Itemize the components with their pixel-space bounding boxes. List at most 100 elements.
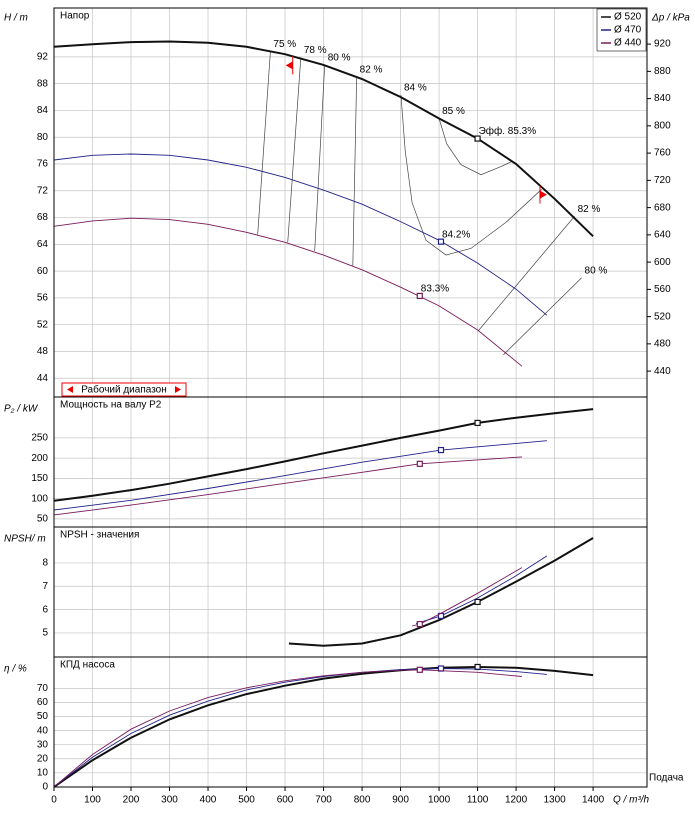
panel-title: КПД насоса — [60, 660, 115, 671]
y2-tick-label: 560 — [654, 284, 671, 295]
y2-tick-label: 440 — [654, 366, 671, 377]
y-tick-label: 50 — [37, 514, 49, 525]
x-tick-label: 900 — [392, 795, 409, 806]
y-tick-label: 84 — [37, 105, 49, 116]
y-tick-label: 92 — [37, 52, 49, 63]
duty-point — [416, 460, 423, 467]
iso-efficiency-label: 82 % — [360, 65, 383, 76]
series-line — [53, 408, 594, 502]
legend-label: Ø 520 — [614, 12, 642, 23]
x-tick-label: 1100 — [467, 795, 489, 806]
series-line — [53, 668, 547, 788]
iso-efficiency-line — [478, 215, 575, 331]
y-tick-label: 8 — [42, 558, 48, 569]
y2-tick-label: 640 — [654, 230, 671, 241]
y-tick-label: 5 — [42, 628, 48, 639]
y-tick-label: 20 — [37, 753, 49, 764]
x-tick-label: 1000 — [428, 795, 451, 806]
y-tick-label: 80 — [37, 132, 49, 143]
y-tick-label: 44 — [37, 373, 49, 384]
y-tick-label: 6 — [42, 604, 48, 615]
y-tick-label: 40 — [37, 725, 49, 736]
panel-frame — [54, 397, 647, 527]
x-tick-label: 200 — [123, 795, 140, 806]
y-tick-label: 0 — [42, 782, 48, 793]
y2-tick-label: 720 — [654, 175, 671, 186]
y2-tick-label: 600 — [654, 257, 671, 268]
duty-point-label: 83.3% — [421, 284, 449, 295]
iso-efficiency-line — [257, 51, 271, 235]
panel-frame — [54, 657, 647, 787]
y-axis-label: η / % — [4, 664, 27, 675]
panel-title: NPSH - значения — [60, 530, 139, 541]
duty-point — [437, 238, 445, 245]
legend-label: Ø 470 — [614, 25, 642, 36]
range-arrow — [67, 386, 73, 393]
y2-tick-label: 840 — [654, 93, 671, 104]
x-axis-title: Подача — [649, 773, 684, 784]
duty-point — [416, 292, 423, 300]
iso-efficiency-label: 80 % — [585, 265, 608, 276]
iso-efficiency-label: 82 % — [578, 204, 601, 215]
x-tick-label: 600 — [277, 795, 294, 806]
panel-frame — [54, 8, 647, 397]
iso-efficiency-label: 75 % — [273, 39, 296, 50]
y-tick-label: 150 — [31, 473, 48, 484]
y-tick-label: 56 — [37, 293, 49, 304]
y-tick-label: 60 — [37, 266, 49, 277]
operating-range-box — [61, 382, 187, 397]
panel-border — [53, 656, 648, 788]
y-axis-label: NPSH/ m — [4, 534, 46, 545]
y-tick-label: 88 — [37, 78, 49, 89]
panel-title: Напор — [60, 11, 90, 22]
duty-point-label: 84.2% — [442, 229, 470, 240]
duty-point — [474, 598, 481, 606]
panel-frame — [54, 527, 647, 657]
x-tick-label: 300 — [161, 795, 178, 806]
duty-point — [437, 446, 445, 454]
iso-efficiency-line — [287, 57, 302, 243]
y-tick-label: 60 — [37, 697, 49, 708]
operating-range-label: Рабочий диапазон — [81, 384, 167, 396]
panel-title: Мощность на валу P2 — [60, 400, 162, 411]
operating-limit-marker — [285, 61, 293, 70]
y-tick-label: 250 — [31, 433, 48, 444]
iso-efficiency-label: 78 % — [304, 45, 327, 56]
x-tick-label: 500 — [238, 795, 255, 806]
y-axis-label: H / m — [4, 13, 28, 24]
iso-efficiency-line — [352, 76, 358, 266]
y-axis-label: P₂ / kW — [4, 404, 39, 415]
y-tick-label: 64 — [37, 239, 49, 250]
range-arrow — [175, 386, 181, 393]
y-tick-label: 50 — [37, 711, 49, 722]
x-tick-label: 400 — [200, 795, 217, 806]
duty-point — [416, 666, 423, 673]
y-tick-label: 200 — [31, 453, 48, 464]
series-line — [288, 537, 594, 647]
duty-point — [416, 620, 423, 628]
x-axis-label: Q / m³/h — [613, 795, 650, 806]
y-tick-label: 30 — [37, 739, 49, 750]
iso-efficiency-line — [314, 64, 326, 252]
iso-efficiency-line — [438, 118, 513, 176]
duty-point — [474, 419, 481, 427]
iso-efficiency-label: 80 % — [328, 53, 351, 64]
legend-label: Ø 440 — [614, 38, 642, 49]
y-tick-label: 10 — [37, 767, 49, 778]
duty-point-label: Эфф. 85.3% — [479, 125, 537, 137]
series-line — [53, 217, 523, 367]
y2-tick-label: 800 — [654, 120, 671, 131]
x-tick-label: 800 — [354, 795, 371, 806]
y-tick-label: 52 — [37, 319, 49, 330]
iso-efficiency-label: 84 % — [404, 83, 427, 94]
x-tick-label: 1400 — [582, 795, 605, 806]
iso-efficiency-line — [503, 277, 582, 356]
y-tick-label: 72 — [37, 185, 49, 196]
y-tick-label: 68 — [37, 212, 49, 223]
y2-tick-label: 880 — [654, 66, 671, 77]
y2-axis-label: Δp / kPa — [651, 13, 690, 24]
x-tick-label: 0 — [51, 795, 57, 806]
y2-tick-label: 760 — [654, 148, 671, 159]
